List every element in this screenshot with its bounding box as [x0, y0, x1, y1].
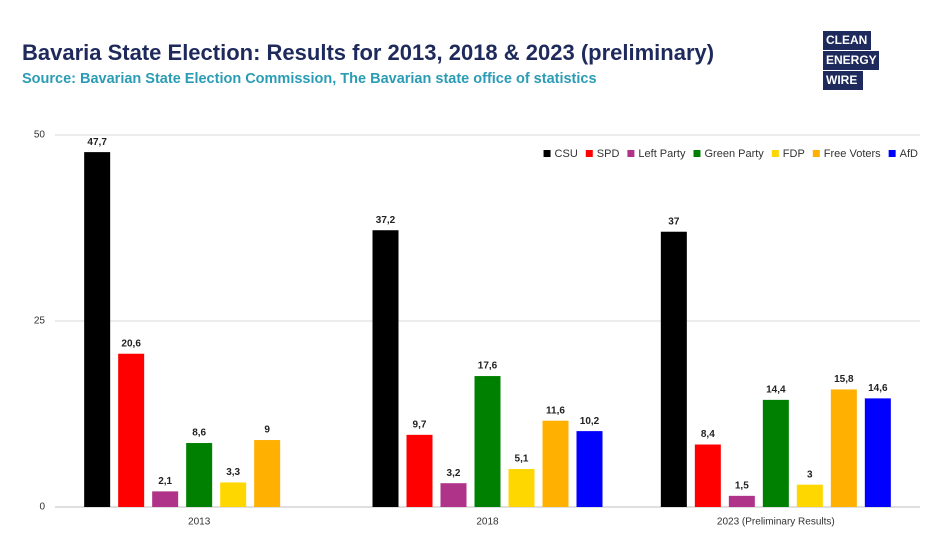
bar — [474, 376, 501, 507]
bar — [694, 444, 721, 507]
bar — [660, 231, 687, 507]
data-label: 37 — [668, 216, 680, 227]
data-label: 14,4 — [766, 385, 786, 396]
legend-swatch — [888, 150, 896, 157]
bar — [84, 152, 111, 507]
y-tick-label: 0 — [39, 502, 45, 513]
legend-swatch — [693, 150, 701, 157]
bar — [254, 440, 281, 507]
legend-label: Green Party — [704, 148, 764, 160]
y-tick-label: 50 — [34, 130, 46, 141]
logo-text: CLEAN — [826, 33, 867, 47]
bar — [576, 431, 603, 507]
logo-box — [823, 71, 863, 90]
data-label: 37,2 — [376, 215, 396, 226]
legend-swatch — [771, 150, 779, 157]
bar — [118, 353, 145, 507]
legend-label: SPD — [597, 148, 620, 160]
data-label: 9 — [264, 425, 270, 436]
data-label: 47,7 — [87, 137, 107, 148]
bar — [762, 399, 789, 507]
chart-title: Bavaria State Election: Results for 2013… — [22, 40, 714, 65]
data-label: 3,2 — [447, 468, 461, 479]
legend-label: AfD — [900, 148, 918, 160]
bar — [542, 420, 569, 507]
data-label: 8,6 — [192, 428, 206, 439]
data-label: 11,6 — [546, 405, 565, 416]
logo-box — [823, 31, 871, 50]
bar — [440, 483, 467, 507]
legend-swatch — [627, 150, 635, 157]
bar — [372, 230, 399, 507]
bar — [864, 398, 891, 507]
x-tick-label: 2023 (Preliminary Results) — [717, 517, 835, 528]
bar — [186, 443, 213, 507]
x-tick-label: 2018 — [476, 517, 499, 528]
data-label: 2,1 — [158, 476, 172, 487]
legend-label: Left Party — [638, 148, 686, 160]
data-label: 20,6 — [121, 338, 141, 349]
legend-label: FDP — [783, 148, 805, 160]
logo: CLEAN ENERGY WIRE — [823, 31, 879, 90]
data-label: 10,2 — [580, 416, 600, 427]
legend-swatch — [543, 150, 551, 157]
bar — [830, 389, 857, 507]
bar — [796, 484, 823, 507]
data-label: 15,8 — [834, 374, 854, 385]
logo-text: ENERGY — [826, 53, 877, 67]
chart-subtitle: Source: Bavarian State Election Commissi… — [22, 71, 597, 87]
bar — [508, 469, 535, 507]
x-tick-label: 2013 — [188, 517, 211, 528]
bar — [406, 434, 433, 507]
bar — [220, 482, 247, 507]
data-label: 3,3 — [226, 467, 240, 478]
data-label: 3 — [807, 469, 813, 480]
legend-label: Free Voters — [824, 148, 881, 160]
data-label: 1,5 — [735, 480, 749, 491]
bar — [728, 495, 755, 507]
data-label: 5,1 — [515, 454, 529, 465]
bar — [152, 491, 179, 507]
data-label: 14,6 — [868, 383, 888, 394]
y-tick-label: 25 — [34, 316, 46, 327]
legend-label: CSU — [555, 148, 578, 160]
data-label: 17,6 — [478, 361, 498, 372]
legend-swatch — [812, 150, 820, 157]
legend-swatch — [585, 150, 593, 157]
data-label: 8,4 — [701, 429, 715, 440]
data-label: 9,7 — [413, 419, 427, 430]
logo-box — [823, 51, 879, 70]
logo-text: WIRE — [826, 73, 857, 87]
